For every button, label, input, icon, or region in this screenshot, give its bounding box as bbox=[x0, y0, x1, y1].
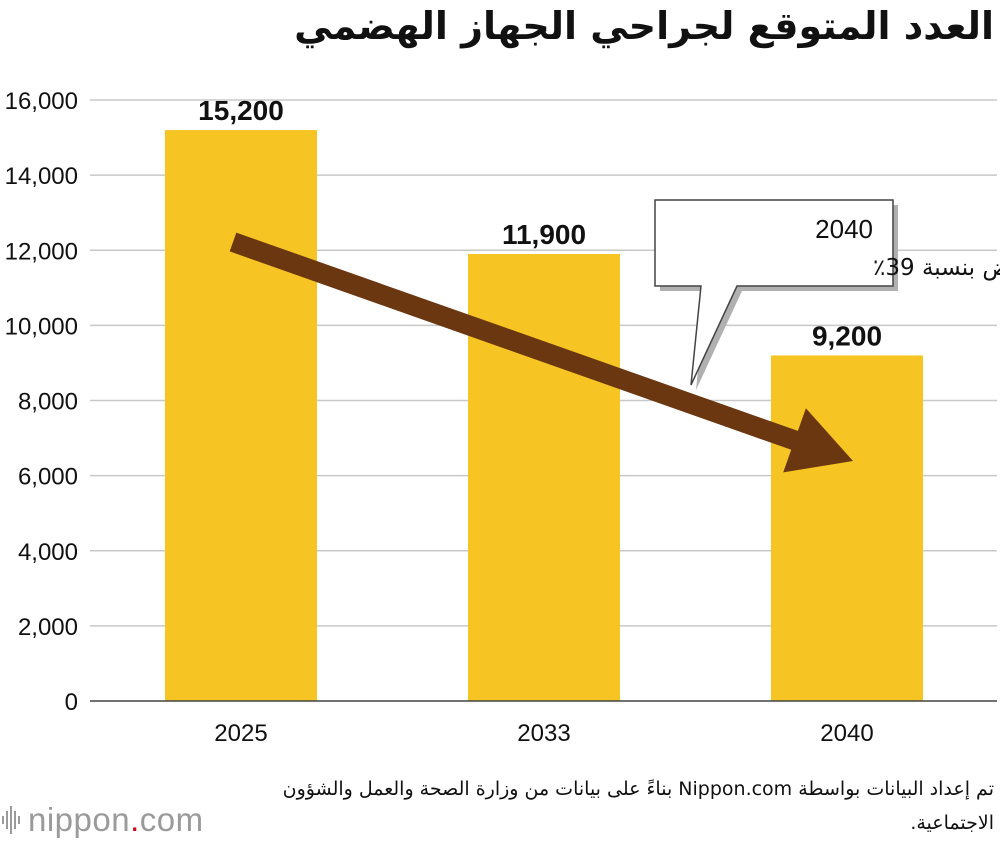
callout-text: انخفاض بنسبة 39٪ bbox=[873, 255, 1000, 281]
y-tick-label: 12,000 bbox=[5, 238, 78, 265]
y-tick-label: 6,000 bbox=[18, 464, 78, 491]
logo-wordmark: nippon.com bbox=[28, 801, 204, 838]
x-tick-label: 2033 bbox=[517, 720, 570, 747]
y-tick-label: 4,000 bbox=[18, 539, 78, 566]
callout-box bbox=[654, 199, 894, 386]
x-axis-ticks: 2025 2033 2040 bbox=[214, 720, 873, 747]
chart-title: العدد المتوقع لجراحي الجهاز الهضمي bbox=[294, 4, 994, 48]
source-note: تم إعداد البيانات بواسطة Nippon.com بناء… bbox=[282, 778, 994, 834]
trend-arrow bbox=[229, 232, 853, 473]
bar bbox=[468, 254, 620, 701]
nippon-logo: nippon.com bbox=[2, 800, 204, 840]
trend-arrow-shape bbox=[229, 232, 853, 473]
y-axis-ticks: 0 2,000 4,000 6,000 8,000 10,000 12,000 14,000 1… bbox=[5, 88, 78, 716]
value-labels: 15,200 11,900 9,200 bbox=[198, 95, 882, 351]
x-tick-label: 2040 bbox=[820, 720, 873, 747]
y-tick-label: 14,000 bbox=[5, 163, 78, 190]
y-tick-label: 16,000 bbox=[5, 88, 78, 115]
bar bbox=[771, 355, 923, 701]
y-tick-label: 2,000 bbox=[18, 614, 78, 641]
bar bbox=[165, 130, 317, 702]
bar-value-label: 11,900 bbox=[502, 219, 586, 250]
y-tick-label: 8,000 bbox=[18, 389, 78, 416]
y-tick-label: 0 bbox=[65, 689, 78, 716]
callout-year: 2040 bbox=[815, 214, 873, 244]
logo-mark-icon bbox=[2, 806, 20, 834]
bar-chart: 0 2,000 4,000 6,000 8,000 10,000 12,000 14,000 1… bbox=[5, 88, 1000, 747]
bar-value-label: 15,200 bbox=[198, 95, 284, 126]
y-tick-label: 10,000 bbox=[5, 313, 78, 340]
x-tick-label: 2025 bbox=[214, 720, 267, 747]
annotation-callout: 2040 انخفاض بنسبة 39٪ bbox=[654, 199, 1000, 390]
bar-value-label: 9,200 bbox=[812, 320, 882, 351]
